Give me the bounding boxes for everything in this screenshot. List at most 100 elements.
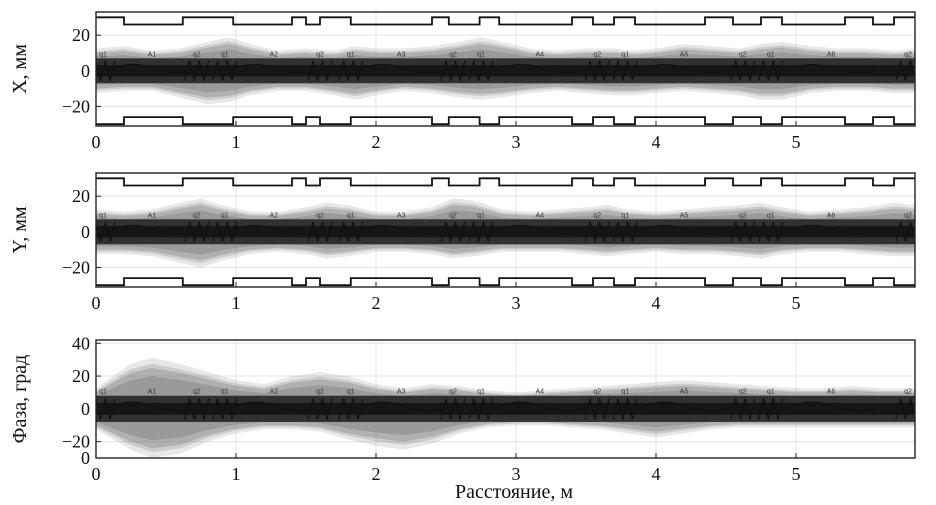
y-element-label: q1	[221, 212, 229, 219]
y-frame	[95, 172, 916, 288]
phase-y-tick-label: −20	[62, 432, 90, 452]
x-quad-mark	[612, 60, 638, 81]
x-gap-mark	[355, 63, 447, 74]
x-element-label: q1	[221, 51, 229, 58]
x-element-label: A3	[397, 51, 406, 58]
y-element-label: A4	[536, 212, 545, 219]
phase-element-label: A3	[397, 389, 406, 396]
x-element-label: q2	[449, 51, 457, 58]
x-aperture-bottom	[96, 116, 915, 126]
phase-x-tick-label: 3	[512, 464, 521, 484]
y-y-tick-label: 20	[72, 186, 90, 206]
y-element-label: A2	[270, 212, 279, 219]
x-quad-mark	[212, 60, 238, 81]
y-quad-mark	[184, 221, 210, 242]
x-x-tick-label: 5	[792, 132, 801, 152]
x-element-label: q2	[904, 51, 912, 58]
x-element-label: q2	[739, 51, 747, 58]
phase-gap-mark	[106, 401, 198, 412]
phase-gap-mark	[638, 401, 730, 412]
x-aperture-top	[96, 16, 915, 26]
x-element-label: A2	[270, 51, 279, 58]
phase-element-label: q1	[621, 389, 629, 396]
x-quad-mark	[307, 60, 333, 81]
y-aperture-top	[96, 177, 915, 187]
x-x-tick-label: 0	[92, 132, 101, 152]
phase-quad-mark	[440, 398, 466, 420]
phase-quad-mark	[468, 398, 494, 420]
phase-plot-area: q1 A1 q2 q1 A2 q2 q1 A3 q2 q1 A4 q2 q1 A5 q2 q1 A6 q2	[96, 357, 915, 458]
phase-core-inner	[96, 402, 915, 415]
phase-quad-mark	[584, 398, 610, 420]
x-x-tick-label: 1	[232, 132, 241, 152]
y-core-inner	[96, 226, 915, 238]
phase-x-tick-label: 4	[652, 464, 661, 484]
y-panel: q1 A1 q2 q1 A2 q2 q1 A3 q2 q1 A4 q2 q1 A5 q2 q1 A6 q2 0 1 2 3…	[9, 172, 916, 313]
y-gap-mark	[494, 224, 585, 235]
y-gap-mark	[228, 224, 319, 235]
y-element-label: A5	[680, 212, 689, 219]
y-quad-mark	[212, 221, 238, 242]
x-element-label: A4	[536, 51, 545, 58]
phase-x-tick-label: 0	[92, 464, 101, 484]
y-quad-mark	[730, 221, 756, 242]
y-element-label: q1	[99, 212, 107, 219]
phase-element-label: q2	[449, 389, 457, 396]
phase-element-label: A4	[536, 389, 545, 396]
y-quad-mark	[338, 221, 364, 242]
x-quad-mark	[184, 60, 210, 81]
phase-quad-mark	[730, 398, 756, 420]
y-quad-mark	[96, 221, 116, 242]
y-element-label: q2	[739, 212, 747, 219]
x-gap-mark	[106, 63, 198, 74]
y-element-label: q1	[347, 212, 355, 219]
x-element-label: q1	[767, 51, 775, 58]
phase-element-label: A2	[270, 389, 279, 396]
phase-y-tick-label: 0	[81, 399, 90, 419]
x-core-inner	[96, 65, 915, 77]
x-element-label: q2	[593, 51, 601, 58]
phase-element-label: A6	[827, 389, 836, 396]
phase-y-axis-title: Фаза, град	[9, 355, 31, 444]
x-frame	[95, 11, 916, 127]
x-element-label: q2	[193, 51, 201, 58]
x-plot-area: q1 A1 q2 q1 A2 q2 q1 A3 q2 q1 A4 q2 q1 A5 q2 q1 A6 q2	[96, 16, 915, 126]
x-element-label: q1	[621, 51, 629, 58]
phase-x-tick-label: 2	[372, 464, 381, 484]
x-quad-mark	[96, 60, 116, 81]
y-element-label: q1	[621, 212, 629, 219]
y-quad-mark	[468, 221, 494, 242]
phase-gap-mark	[355, 401, 447, 412]
phase-element-label: q2	[193, 389, 201, 396]
phase-element-label: A1	[148, 389, 157, 396]
x-y-tick-label: 0	[81, 61, 90, 81]
y-x-tick-label: 5	[792, 293, 801, 313]
y-element-label: q2	[593, 212, 601, 219]
x-panel: q1 A1 q2 q1 A2 q2 q1 A3 q2 q1 A4 q2 q1 A5 q2 q1 A6 q2 0 1 2 3…	[9, 11, 916, 152]
x-quad-mark	[758, 60, 784, 81]
phase-element-label: q2	[316, 389, 324, 396]
y-element-label: q2	[904, 212, 912, 219]
x-quad-mark	[730, 60, 756, 81]
x-quad-mark	[895, 60, 915, 81]
y-element-label: q1	[477, 212, 485, 219]
x-element-label: A6	[827, 51, 836, 58]
phase-x-tick-label: 5	[792, 464, 801, 484]
x-gap-mark	[638, 63, 730, 74]
phase-element-label: A5	[680, 389, 689, 396]
x-element-label: q2	[316, 51, 324, 58]
x-gap-mark	[494, 63, 585, 74]
y-x-tick-label: 2	[372, 293, 381, 313]
y-gap-mark	[638, 224, 730, 235]
phase-gap-mark	[494, 401, 585, 412]
x-element-label: A1	[148, 51, 157, 58]
x-element-label: q1	[477, 51, 485, 58]
x-quad-mark	[440, 60, 466, 81]
y-y-axis-title: Y, мм	[9, 206, 31, 254]
phase-y-tick-label: 40	[72, 333, 90, 353]
phase-gap-mark	[785, 401, 877, 412]
phase-quad-mark	[212, 398, 238, 420]
x-y-axis-title: X, мм	[9, 44, 31, 94]
y-element-label: q1	[767, 212, 775, 219]
y-plot-area: q1 A1 q2 q1 A2 q2 q1 A3 q2 q1 A4 q2 q1 A5 q2 q1 A6 q2	[96, 177, 915, 287]
